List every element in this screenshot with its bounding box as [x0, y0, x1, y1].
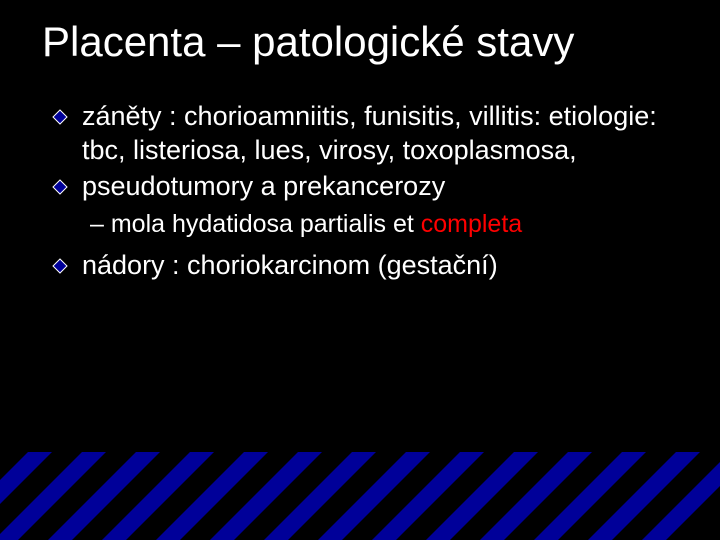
diamond-bullet-icon — [52, 258, 68, 274]
slide-content: záněty : chorioamniitis, funisitis, vill… — [52, 100, 680, 284]
diamond-bullet-icon — [52, 179, 68, 195]
slide: Placenta – patologické stavy záněty : ch… — [0, 0, 720, 540]
sub-prefix: – mola hydatidosa partialis et — [90, 210, 421, 238]
decorative-stripes — [0, 452, 720, 540]
bullet-text: záněty : chorioamniitis, funisitis, vill… — [82, 100, 680, 168]
bullet-text: pseudotumory a prekancerozy — [82, 170, 680, 204]
bullet-item: nádory : choriokarcinom (gestační) — [52, 249, 680, 283]
bullet-item: záněty : chorioamniitis, funisitis, vill… — [52, 100, 680, 168]
bullet-text: nádory : choriokarcinom (gestační) — [82, 249, 680, 283]
sub-bullet-item: – mola hydatidosa partialis et completa — [90, 209, 680, 240]
slide-title: Placenta – patologické stavy — [42, 18, 574, 66]
sub-bullet-text: – mola hydatidosa partialis et completa — [90, 209, 522, 240]
bullet-item: pseudotumory a prekancerozy — [52, 170, 680, 204]
diamond-bullet-icon — [52, 109, 68, 125]
sub-highlight: completa — [421, 210, 522, 238]
